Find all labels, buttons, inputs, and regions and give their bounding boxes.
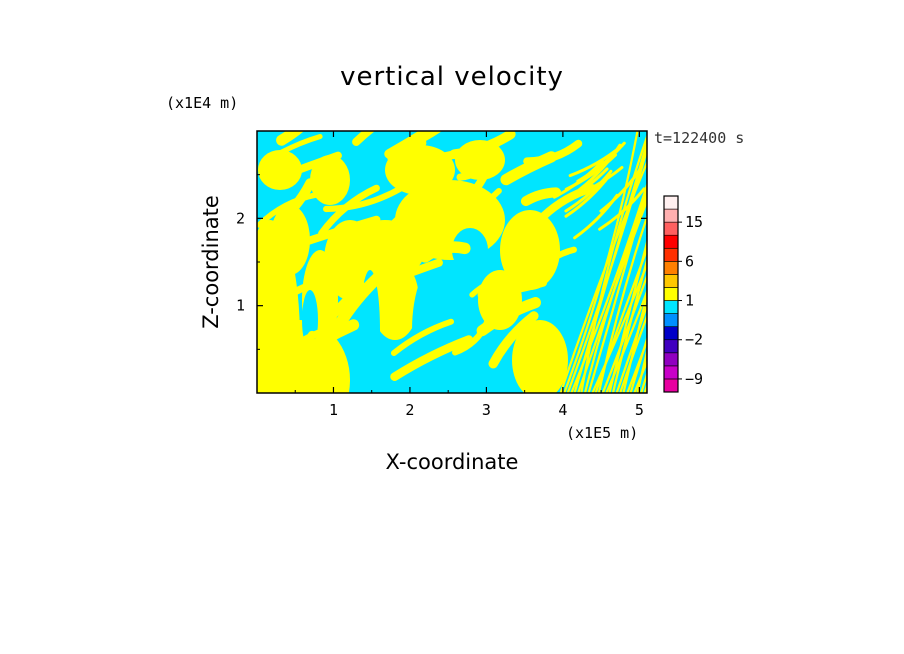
x-tick-label: 2 (405, 401, 414, 419)
colorbar-swatch (663, 247, 679, 262)
field-band (417, 188, 455, 222)
colorbar-swatch (663, 365, 679, 380)
y-tick-label: 1 (236, 297, 245, 315)
field-band (434, 187, 502, 239)
field-blob (258, 150, 302, 190)
time-label: t=122400 s (654, 129, 744, 147)
y-ticks: 12 (236, 174, 647, 350)
x-tick-label: 1 (329, 401, 338, 419)
colorbar: −9 −2 1 6 15 (663, 195, 703, 393)
plot-area (257, 131, 647, 393)
field-band (476, 297, 541, 337)
colorbar-swatch (663, 300, 679, 314)
field-band (332, 259, 398, 333)
colorbar-label: −2 (685, 331, 703, 349)
x-tick-label: 5 (635, 401, 644, 419)
colorbar-swatch (663, 287, 679, 301)
y-tick-label: 2 (236, 209, 245, 227)
field-band (257, 284, 308, 328)
field-band (390, 318, 455, 357)
field-band (629, 335, 647, 393)
colorbar-label: −9 (685, 370, 703, 388)
x-axis-unit: (x1E5 m) (566, 424, 638, 442)
colorbar-swatch (663, 208, 679, 223)
field-band (557, 167, 609, 206)
colorbar-label: 6 (685, 252, 694, 270)
field-band (488, 311, 539, 369)
x-tick-label: 3 (482, 401, 491, 419)
field-band (440, 138, 501, 161)
colorbar-swatch (663, 326, 679, 341)
colorbar-swatch (663, 234, 679, 249)
field-band (387, 224, 441, 250)
field-trough (360, 270, 380, 390)
field-band (601, 273, 647, 393)
field-band (257, 191, 320, 228)
field-band (597, 213, 647, 393)
field-blob (385, 145, 455, 195)
field-band (456, 151, 500, 181)
field-band (400, 258, 443, 280)
field-band (477, 279, 547, 299)
colorbar-swatch (663, 378, 679, 393)
field-band (580, 133, 647, 393)
field-band (541, 246, 577, 267)
field-blob (512, 320, 568, 393)
field-blob (310, 155, 350, 205)
x-axis-label: X-coordinate (386, 450, 519, 474)
field-blob (500, 210, 560, 290)
field-band (454, 170, 489, 210)
field-band (622, 290, 647, 393)
field-band (278, 151, 342, 180)
field-band (598, 187, 646, 231)
field-trough (412, 260, 468, 393)
field-band (563, 131, 639, 393)
field-band (289, 215, 381, 251)
field-band (587, 183, 647, 393)
x-ticks: 1 2 3 4 5 (294, 131, 644, 419)
field-band (564, 169, 613, 213)
field-band (419, 241, 471, 263)
colorbar-swatch (663, 339, 679, 354)
field-band (267, 178, 315, 233)
colorbar-swatch (663, 313, 679, 327)
field-band (608, 238, 647, 393)
field-band (599, 165, 644, 213)
field-band (323, 185, 404, 213)
field-band (568, 144, 624, 178)
field-band (636, 347, 647, 393)
colorbar-label: 1 (685, 292, 694, 310)
colorbar-swatch (663, 274, 679, 288)
colorbar-swatch (663, 221, 679, 236)
field-band (287, 319, 360, 366)
field-band (559, 159, 647, 393)
y-axis-label: Z-coordinate (199, 195, 223, 329)
field-band (276, 131, 305, 146)
field-band (352, 131, 375, 146)
colorbar-swatch (663, 352, 679, 367)
field-band (384, 179, 437, 234)
colorbar-frame (663, 195, 679, 393)
velocity-field (257, 131, 647, 393)
field-band (322, 280, 365, 325)
field-band (523, 139, 583, 166)
field-band (577, 197, 647, 393)
x-tick-label: 4 (558, 401, 567, 419)
field-band (611, 256, 647, 393)
colorbar-swatch (663, 261, 679, 275)
field-band (583, 192, 647, 393)
colorbar-swatch (663, 195, 679, 210)
field-band (568, 166, 624, 200)
field-band (520, 187, 562, 207)
field-band (615, 302, 647, 393)
colorbar-label: 15 (685, 213, 703, 231)
chart-title: vertical velocity (340, 62, 564, 92)
field-band (390, 335, 474, 382)
field-band (469, 273, 517, 298)
y-axis-unit: (x1E4 m) (166, 94, 238, 112)
field-band (279, 133, 323, 155)
